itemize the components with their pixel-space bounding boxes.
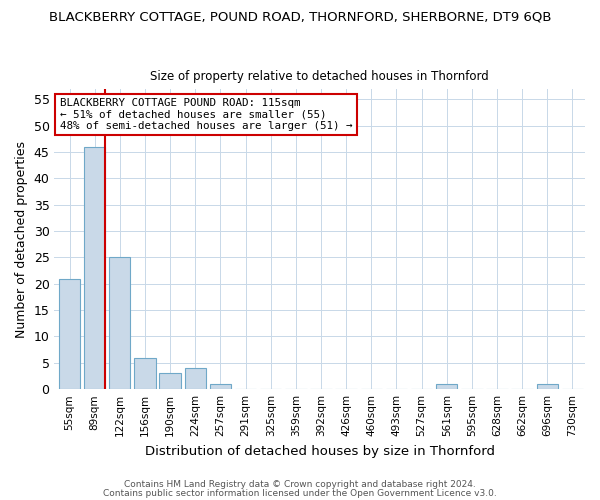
Title: Size of property relative to detached houses in Thornford: Size of property relative to detached ho… <box>151 70 489 84</box>
Bar <box>59 278 80 389</box>
Bar <box>185 368 206 389</box>
Bar <box>436 384 457 389</box>
Y-axis label: Number of detached properties: Number of detached properties <box>15 140 28 338</box>
Bar <box>536 384 558 389</box>
Bar <box>134 358 155 389</box>
Text: Contains public sector information licensed under the Open Government Licence v3: Contains public sector information licen… <box>103 489 497 498</box>
Bar <box>160 374 181 389</box>
Text: Contains HM Land Registry data © Crown copyright and database right 2024.: Contains HM Land Registry data © Crown c… <box>124 480 476 489</box>
X-axis label: Distribution of detached houses by size in Thornford: Distribution of detached houses by size … <box>145 444 495 458</box>
Text: BLACKBERRY COTTAGE POUND ROAD: 115sqm
← 51% of detached houses are smaller (55)
: BLACKBERRY COTTAGE POUND ROAD: 115sqm ← … <box>60 98 352 131</box>
Text: BLACKBERRY COTTAGE, POUND ROAD, THORNFORD, SHERBORNE, DT9 6QB: BLACKBERRY COTTAGE, POUND ROAD, THORNFOR… <box>49 10 551 23</box>
Bar <box>109 258 130 389</box>
Bar <box>84 147 106 389</box>
Bar <box>209 384 231 389</box>
